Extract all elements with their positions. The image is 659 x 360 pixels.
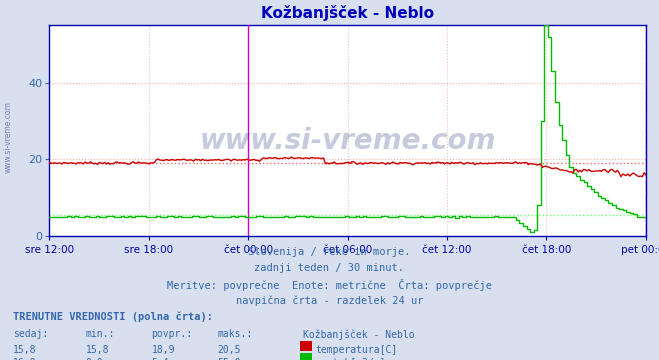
Text: 20,5: 20,5 [217, 345, 241, 355]
Text: 5,4: 5,4 [152, 358, 169, 360]
Text: Slovenija / reke in morje.: Slovenija / reke in morje. [248, 247, 411, 257]
Text: temperatura[C]: temperatura[C] [315, 345, 397, 355]
Text: www.si-vreme.com: www.si-vreme.com [200, 127, 496, 155]
Text: Meritve: povprečne  Enote: metrične  Črta: povprečje: Meritve: povprečne Enote: metrične Črta:… [167, 279, 492, 291]
Text: min.:: min.: [86, 329, 115, 339]
Text: maks.:: maks.: [217, 329, 252, 339]
Text: Kožbanjšček - Neblo: Kožbanjšček - Neblo [303, 329, 415, 340]
Text: 15,8: 15,8 [13, 345, 37, 355]
Text: 16,8: 16,8 [13, 358, 37, 360]
Text: 55,0: 55,0 [217, 358, 241, 360]
Text: zadnji teden / 30 minut.: zadnji teden / 30 minut. [254, 263, 405, 273]
Text: 0,0: 0,0 [86, 358, 103, 360]
Text: 15,8: 15,8 [86, 345, 109, 355]
Text: www.si-vreme.com: www.si-vreme.com [3, 101, 13, 173]
Text: povpr.:: povpr.: [152, 329, 192, 339]
Text: 18,9: 18,9 [152, 345, 175, 355]
Text: TRENUTNE VREDNOSTI (polna črta):: TRENUTNE VREDNOSTI (polna črta): [13, 311, 213, 322]
Title: Kožbanjšček - Neblo: Kožbanjšček - Neblo [261, 5, 434, 21]
Text: navpična črta - razdelek 24 ur: navpična črta - razdelek 24 ur [236, 295, 423, 306]
Text: pretok[m3/s]: pretok[m3/s] [315, 358, 386, 360]
Text: sedaj:: sedaj: [13, 329, 48, 339]
